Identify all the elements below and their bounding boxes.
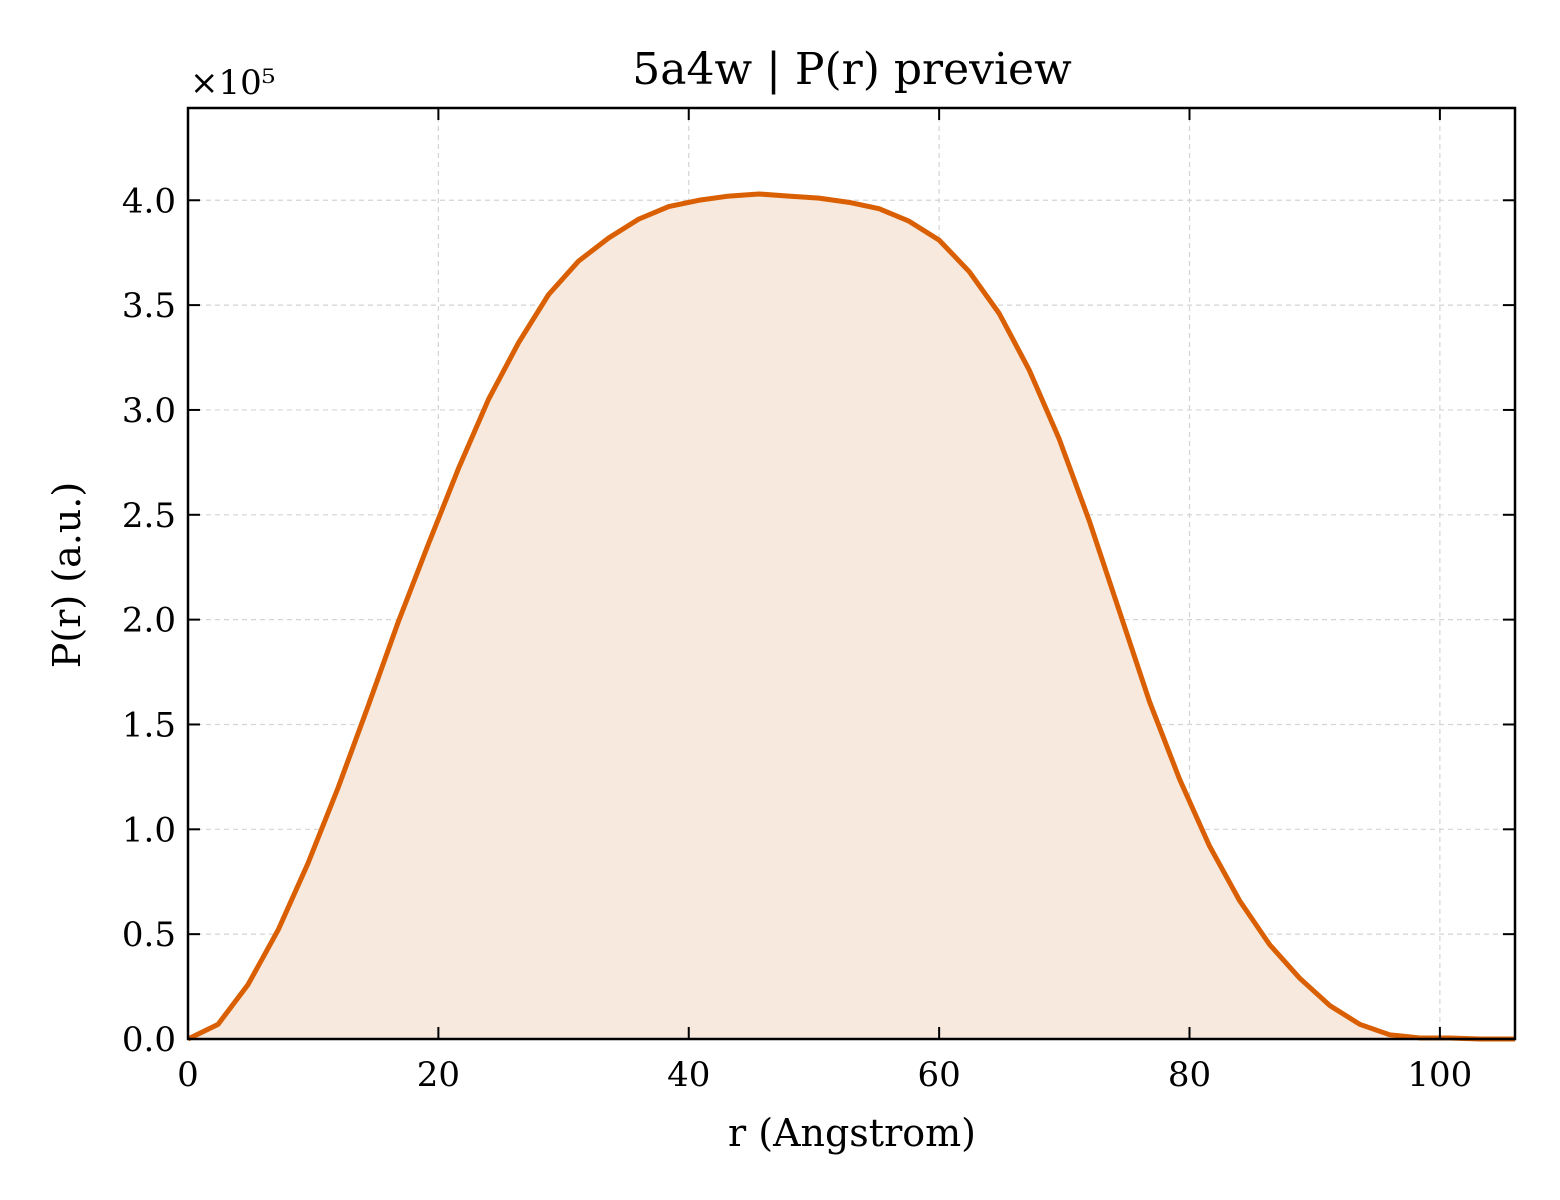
y-tick-label: 1.0 (122, 810, 176, 850)
y-tick-label: 1.5 (122, 705, 176, 745)
x-tick-label: 100 (1407, 1055, 1472, 1095)
y-tick-label: 3.0 (122, 391, 176, 431)
y-tick-label: 0.5 (122, 915, 176, 955)
x-tick-label: 40 (667, 1055, 710, 1095)
x-tick-label: 60 (917, 1055, 960, 1095)
y-tick-label: 2.0 (122, 601, 176, 641)
series-line (186, 191, 1515, 1042)
y-tick-label: 2.5 (122, 496, 176, 536)
y-tick-label: 0.0 (122, 1020, 176, 1060)
x-tick-label: 0 (177, 1055, 199, 1095)
x-tick-label: 80 (1168, 1055, 1211, 1095)
chart-title: 5a4w | P(r) preview (632, 44, 1072, 95)
area-fill (188, 193, 1515, 1040)
x-axis-label: r (Angstrom) (728, 1111, 976, 1155)
ticks-layer: 0 20 40 60 80 100 0.0 0.5 1.0 1.5 2.0 2.5 3.0 3.5 4.0 (122, 108, 1515, 1095)
y-tick-label: 3.5 (122, 286, 176, 326)
plot-frame (186, 106, 1517, 1041)
y-axis-label: P(r) (a.u.) (45, 482, 89, 668)
y-offset-label: ×10⁵ (190, 63, 275, 103)
y-tick-label: 4.0 (122, 181, 176, 221)
x-tick-label: 20 (417, 1055, 460, 1095)
